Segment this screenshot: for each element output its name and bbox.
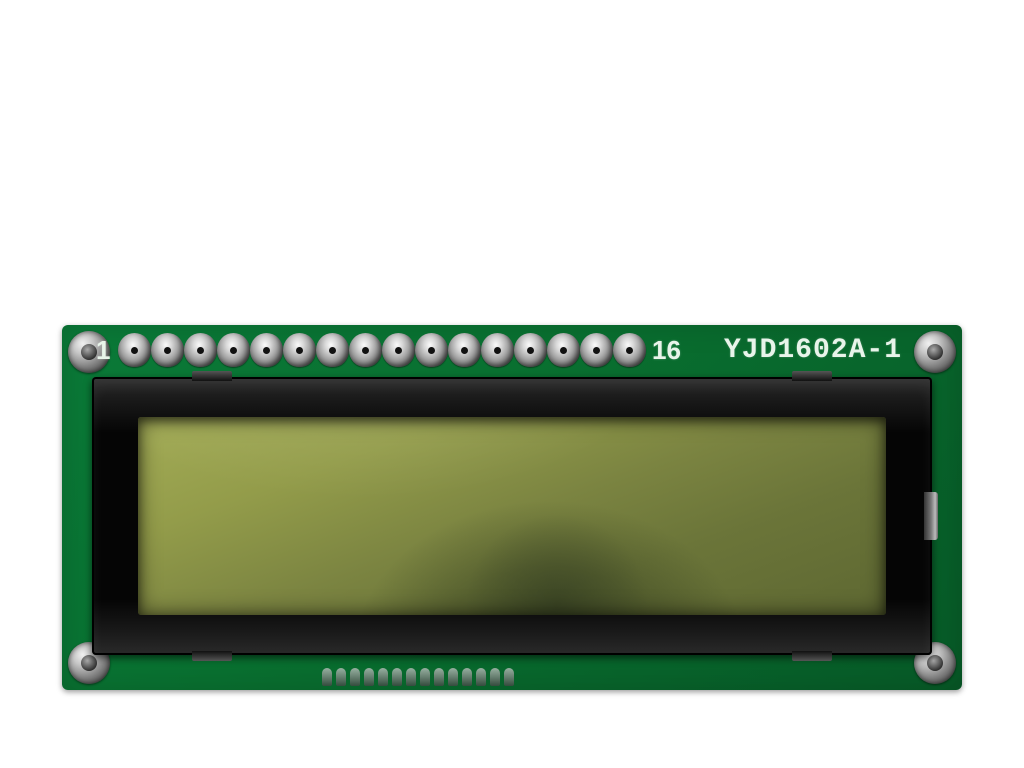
solder-pad-icon	[613, 333, 646, 367]
solder-pad-icon	[514, 333, 547, 367]
solder-pad-icon	[415, 333, 448, 367]
connector-pin-icon	[336, 668, 346, 686]
connector-pin-icon	[476, 668, 486, 686]
connector-pin-icon	[364, 668, 374, 686]
solder-pad-icon	[118, 333, 151, 367]
connector-pin-icon	[378, 668, 388, 686]
solder-pad-icon	[547, 333, 580, 367]
connector-pin-icon	[406, 668, 416, 686]
connector-pin-icon	[350, 668, 360, 686]
solder-pad-icon	[151, 333, 184, 367]
connector-pin-icon	[434, 668, 444, 686]
connector-pin-icon	[448, 668, 458, 686]
connector-pin-icon	[462, 668, 472, 686]
solder-pad-icon	[481, 333, 514, 367]
silkscreen-pin-16: 16	[652, 335, 681, 366]
bezel-tab-icon	[192, 651, 232, 661]
solder-pad-icon	[250, 333, 283, 367]
silkscreen-pin-1: 1	[96, 335, 110, 366]
lcd-display-area	[138, 417, 886, 615]
bezel-tab-icon	[792, 651, 832, 661]
connector-pin-icon	[490, 668, 500, 686]
lcd-bezel	[92, 377, 932, 655]
solder-pad-icon	[283, 333, 316, 367]
model-number-silkscreen: YJD1602A-1	[724, 335, 902, 366]
solder-pad-icon	[316, 333, 349, 367]
connector-pin-icon	[504, 668, 514, 686]
mounting-hole-icon	[914, 331, 956, 373]
connector-pin-icon	[322, 668, 332, 686]
solder-pad-icon	[217, 333, 250, 367]
solder-pad-icon	[184, 333, 217, 367]
connector-pin-icon	[392, 668, 402, 686]
solder-pad-icon	[448, 333, 481, 367]
solder-pad-icon	[382, 333, 415, 367]
solder-pad-icon	[580, 333, 613, 367]
bezel-side-clip-icon	[924, 492, 938, 540]
lcd-pcb: 1 16 YJD1602A-1	[62, 325, 962, 690]
solder-pad-icon	[349, 333, 382, 367]
pin-header-row	[118, 333, 648, 367]
connector-pin-icon	[420, 668, 430, 686]
bottom-connector	[322, 662, 542, 686]
